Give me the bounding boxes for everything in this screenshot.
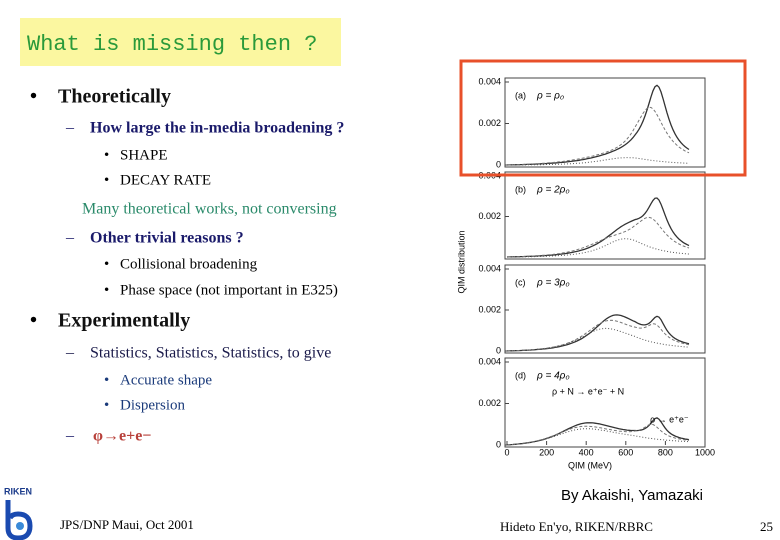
curve xyxy=(507,319,690,352)
bullet: • xyxy=(104,147,109,163)
x-tick-label: 0 xyxy=(504,447,509,457)
panel-frame xyxy=(504,264,706,354)
y-tick-label: 0.002 xyxy=(478,118,501,128)
x-axis-label: QIM (MeV) xyxy=(568,460,612,470)
footer-center: Hideto En'yo, RIKEN/RBRC xyxy=(500,519,653,534)
item: Accurate shape xyxy=(120,372,212,388)
panel-tag: (c) xyxy=(515,277,526,287)
annotation: ρ + N → e⁺e⁻ + N xyxy=(552,386,624,396)
credit: By Akaishi, Yamazaki xyxy=(561,487,703,504)
bullet: • xyxy=(104,256,109,272)
curve xyxy=(507,238,690,258)
panel-frame xyxy=(504,77,706,168)
dash: – xyxy=(65,428,75,445)
x-tick-label: 1000 xyxy=(695,447,715,457)
y-tick-label: 0.004 xyxy=(478,76,501,86)
figure: 0.004 0.002 0 (a) ρ = ρ₀ 0.004 0.002 (b) ρ = 2ρ₀… xyxy=(456,76,715,470)
title-box xyxy=(20,18,341,66)
dash: – xyxy=(65,230,75,247)
y-axis-label: QIM distribution xyxy=(456,230,466,293)
y-tick-label: 0.002 xyxy=(478,211,501,221)
sub-item: How large the in-media broadening ? xyxy=(90,120,344,137)
heading: Experimentally xyxy=(58,310,190,332)
bullet: • xyxy=(104,397,109,413)
dash: – xyxy=(65,120,75,137)
panel-frame xyxy=(504,171,706,260)
curve xyxy=(506,428,690,446)
x-tick-label: 600 xyxy=(618,447,633,457)
page-number: 25 xyxy=(760,519,773,534)
curve xyxy=(506,197,690,258)
logo: RIKEN xyxy=(4,486,33,540)
panel-label: ρ = 4ρ₀ xyxy=(536,371,570,382)
item: Dispersion xyxy=(120,397,185,413)
y-tick-label: 0.002 xyxy=(478,398,501,408)
curve xyxy=(506,84,690,166)
logo-text: RIKEN xyxy=(4,486,32,496)
highlight-box xyxy=(459,59,747,177)
annotation: ρ → e⁺e⁻ xyxy=(650,414,689,424)
item: SHAPE xyxy=(120,147,168,163)
item: DECAY RATE xyxy=(120,172,211,188)
panel-frame xyxy=(504,357,706,448)
logo-shape xyxy=(5,500,33,540)
curve xyxy=(507,106,690,166)
item: Collisional broadening xyxy=(120,256,258,272)
curve xyxy=(506,314,690,352)
panel-label: ρ = 3ρ₀ xyxy=(536,278,570,289)
x-tick-label: 800 xyxy=(658,447,673,457)
logo-dot xyxy=(16,522,24,530)
note: Many theoretical works, not conversing xyxy=(82,201,337,218)
bullet: • xyxy=(30,86,37,108)
panel-tag: (a) xyxy=(515,90,526,100)
curve xyxy=(507,327,690,352)
curve xyxy=(506,216,690,258)
x-tick-label: 200 xyxy=(539,447,554,457)
y-tick-label: 0.004 xyxy=(478,263,501,273)
x-tick-label: 400 xyxy=(579,447,594,457)
bullet: • xyxy=(104,372,109,388)
y-tick-label: 0 xyxy=(496,439,501,449)
bullet: • xyxy=(104,172,109,188)
panel-tag: (d) xyxy=(515,370,526,380)
sub-item: Other trivial reasons ? xyxy=(90,230,244,247)
panel-label: ρ = ρ₀ xyxy=(536,91,564,102)
y-tick-label: 0 xyxy=(496,345,501,355)
curve xyxy=(507,157,690,166)
body-text: • Theoretically – How large the in-media… xyxy=(30,86,344,445)
y-tick-label: 0.002 xyxy=(478,304,501,314)
panel-label: ρ = 2ρ₀ xyxy=(536,185,570,196)
panel-tag: (b) xyxy=(515,184,526,194)
sub-item: φ→e+e− xyxy=(93,428,151,445)
footer-left: JPS/DNP Maui, Oct 2001 xyxy=(60,517,194,532)
bullet: • xyxy=(104,282,109,298)
dash: – xyxy=(65,345,75,362)
y-tick-label: 0 xyxy=(496,159,501,169)
item: Phase space (not important in E325) xyxy=(120,282,338,298)
sub-item: Statistics, Statistics, Statistics, to g… xyxy=(90,345,331,362)
bullet: • xyxy=(30,310,37,332)
y-tick-label: 0.004 xyxy=(478,356,501,366)
slide-title: What is missing then ? xyxy=(27,32,317,57)
heading: Theoretically xyxy=(58,86,171,108)
